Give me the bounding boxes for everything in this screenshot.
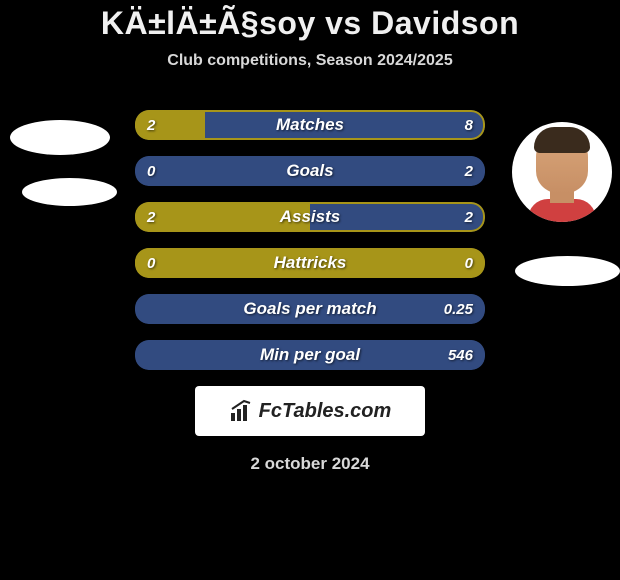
stat-row: 28Matches — [135, 110, 485, 140]
stat-row: 00Hattricks — [135, 248, 485, 278]
stat-label: Goals — [135, 156, 485, 186]
page-title: KÄ±lÄ±Ã§soy vs Davidson — [0, 5, 620, 42]
logo-text: FcTables.com — [259, 400, 392, 423]
stat-label: Matches — [135, 110, 485, 140]
infographic-container: KÄ±lÄ±Ã§soy vs Davidson Club competition… — [0, 0, 620, 580]
stat-row: 22Assists — [135, 202, 485, 232]
chart-icon — [229, 399, 253, 423]
logo-box: FcTables.com — [195, 386, 425, 436]
footer-date: 2 october 2024 — [0, 454, 620, 474]
stat-row: 546Min per goal — [135, 340, 485, 370]
stats-area: 28Matches 02Goals 22Assists 00Hattricks 0.25… — [0, 110, 620, 370]
stat-row: 0.25Goals per match — [135, 294, 485, 324]
stat-row: 02Goals — [135, 156, 485, 186]
stat-label: Goals per match — [135, 294, 485, 324]
stat-label: Assists — [135, 202, 485, 232]
stat-label: Hattricks — [135, 248, 485, 278]
stat-label: Min per goal — [135, 340, 485, 370]
subtitle: Club competitions, Season 2024/2025 — [0, 52, 620, 70]
